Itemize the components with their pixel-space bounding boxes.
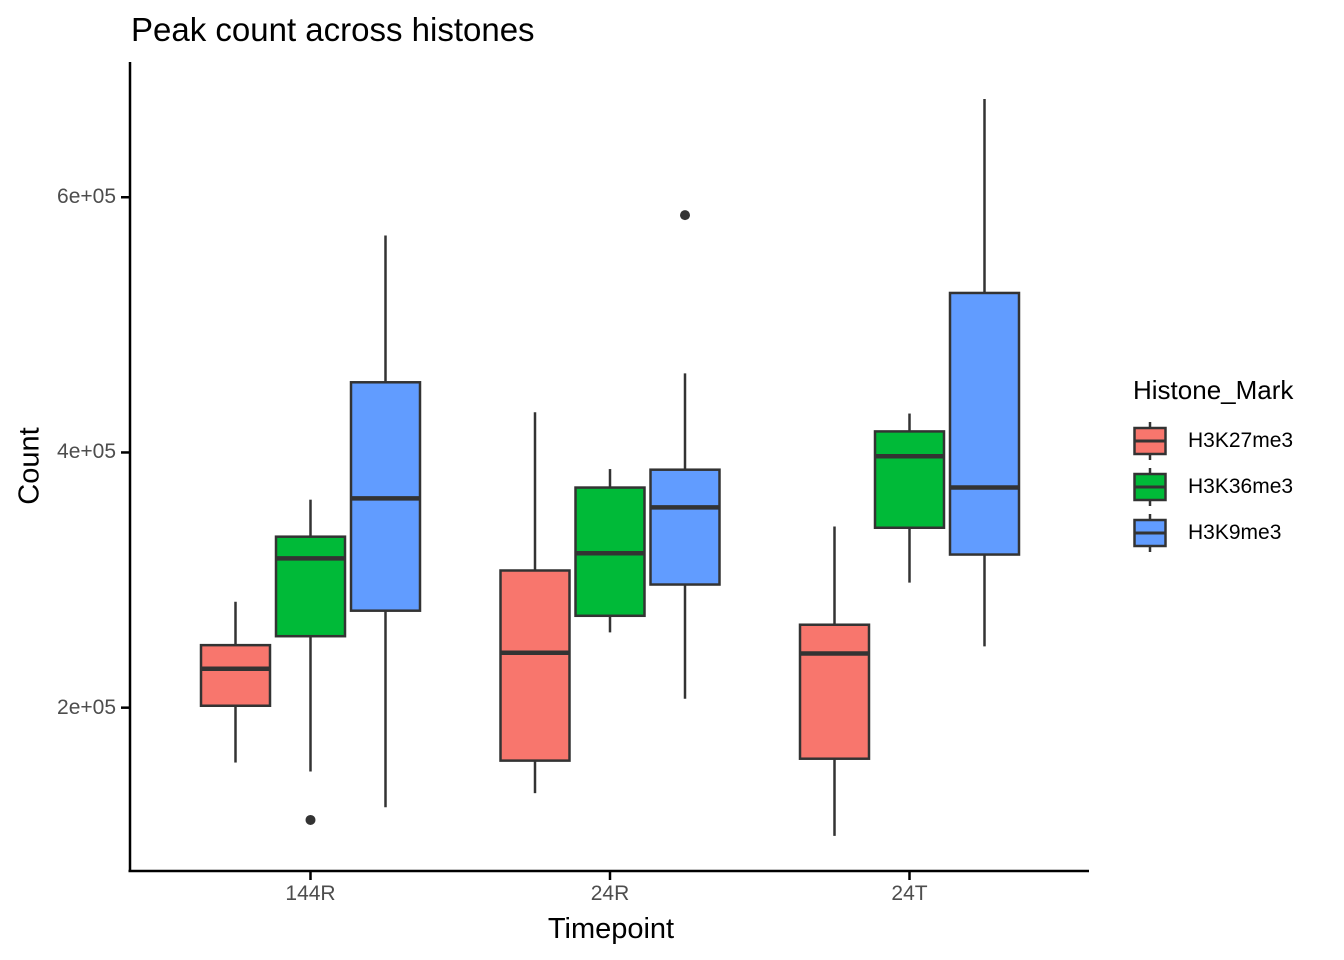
y-tick-label: 6e+05 bbox=[57, 185, 116, 209]
chart-title: Peak count across histones bbox=[131, 11, 535, 48]
legend-key-boxplot-icon bbox=[1133, 422, 1167, 460]
legend-item-H3K9me3: H3K9me3 bbox=[1133, 510, 1293, 556]
legend-label: H3K9me3 bbox=[1188, 521, 1282, 544]
legend-key-boxplot-icon bbox=[1133, 468, 1167, 506]
legend-item-H3K36me3: H3K36me3 bbox=[1133, 464, 1293, 510]
legend-label: H3K36me3 bbox=[1188, 475, 1294, 498]
legend-key-boxplot-icon bbox=[1133, 514, 1167, 552]
legend: Histone_Mark H3K27me3 H3K36me3 H3K9me3 bbox=[1133, 374, 1293, 556]
box-H3K9me3-24T bbox=[948, 291, 1021, 556]
y-axis-title: Count bbox=[13, 427, 46, 505]
legend-title: Histone_Mark bbox=[1133, 375, 1294, 405]
box-H3K9me3-24R bbox=[649, 468, 721, 586]
box-H3K36me3-24T bbox=[873, 430, 946, 529]
box-H3K27me3-24R bbox=[499, 569, 571, 762]
legend-item-H3K27me3: H3K27me3 bbox=[1133, 418, 1293, 464]
x-tick-label: 24T bbox=[891, 882, 928, 905]
x-axis-title: Timepoint bbox=[547, 913, 675, 945]
x-tick-label: 24R bbox=[590, 882, 630, 905]
box-H3K27me3-24T bbox=[798, 623, 871, 760]
box-H3K27me3-144R bbox=[199, 643, 272, 708]
outlier-H3K9me3-24R bbox=[680, 210, 690, 221]
legend-items: H3K27me3 H3K36me3 H3K9me3 bbox=[1133, 418, 1293, 556]
legend-label: H3K27me3 bbox=[1188, 429, 1294, 452]
outlier-H3K36me3-144R bbox=[305, 814, 316, 825]
box-H3K36me3-144R bbox=[274, 535, 347, 638]
y-tick-label: 2e+05 bbox=[57, 695, 116, 719]
x-tick-label: 144R bbox=[285, 882, 336, 905]
y-tick-label: 4e+05 bbox=[57, 440, 116, 464]
